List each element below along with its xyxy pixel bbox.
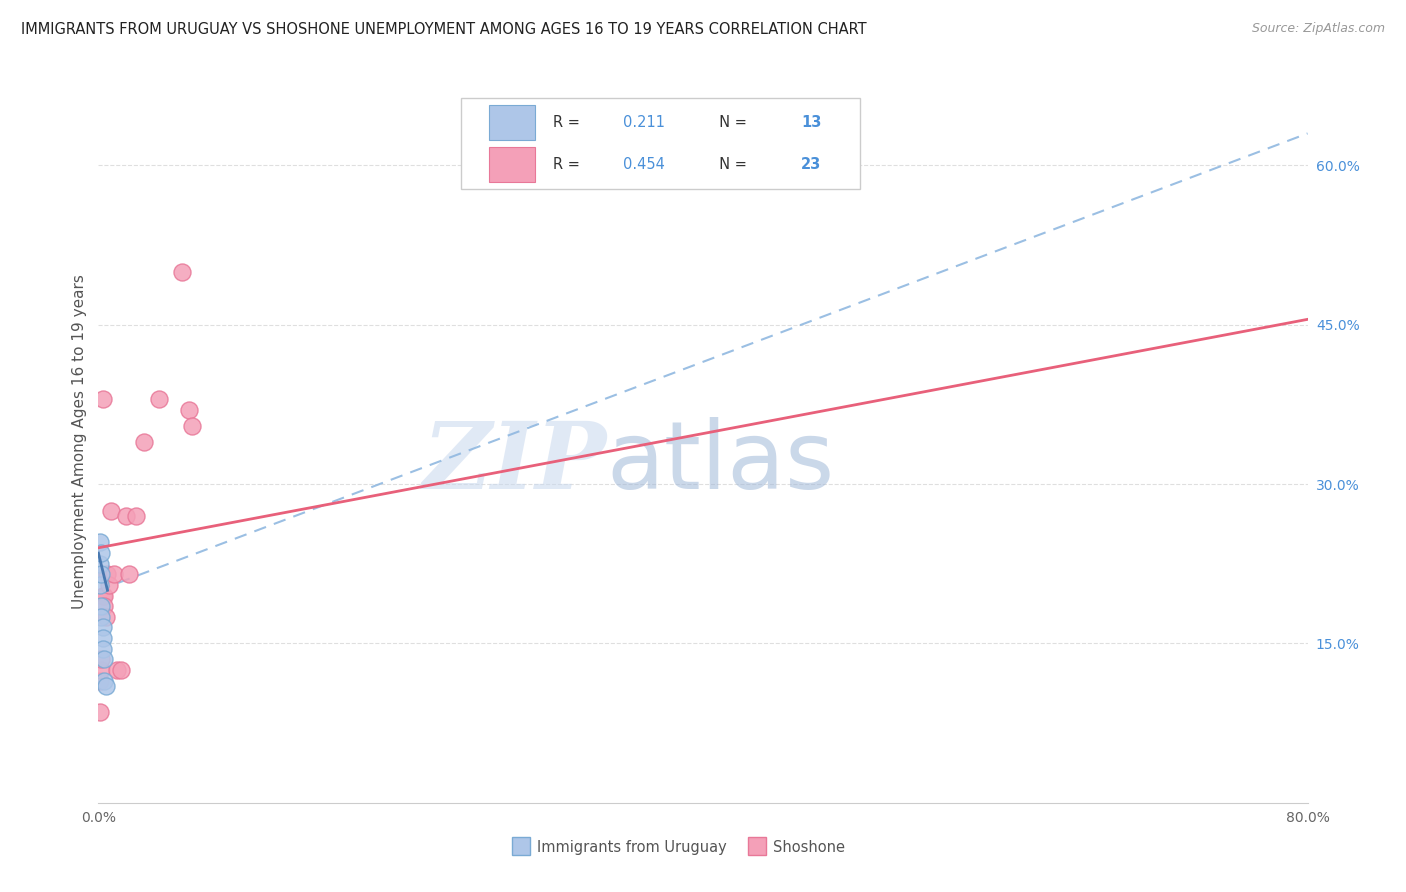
Text: IMMIGRANTS FROM URUGUAY VS SHOSHONE UNEMPLOYMENT AMONG AGES 16 TO 19 YEARS CORRE: IMMIGRANTS FROM URUGUAY VS SHOSHONE UNEM… xyxy=(21,22,866,37)
Text: R =: R = xyxy=(553,115,585,130)
Point xyxy=(89,673,111,688)
Point xyxy=(90,610,112,624)
Text: 0.211: 0.211 xyxy=(623,115,665,130)
Point xyxy=(89,578,111,592)
Text: N =: N = xyxy=(710,157,752,172)
Text: atlas: atlas xyxy=(606,417,835,509)
Point xyxy=(90,599,112,614)
Point xyxy=(89,706,111,720)
Point xyxy=(90,663,112,677)
Point xyxy=(100,503,122,517)
Point xyxy=(114,508,136,523)
Point xyxy=(93,589,115,603)
Text: Source: ZipAtlas.com: Source: ZipAtlas.com xyxy=(1251,22,1385,36)
Text: R =: R = xyxy=(553,157,585,172)
Point xyxy=(93,673,115,688)
Point xyxy=(170,264,193,278)
Point xyxy=(90,567,112,582)
Y-axis label: Unemployment Among Ages 16 to 19 years: Unemployment Among Ages 16 to 19 years xyxy=(72,274,87,609)
Point xyxy=(110,663,132,677)
Point xyxy=(118,567,141,582)
Point xyxy=(94,679,117,693)
Point xyxy=(91,641,114,656)
Point xyxy=(93,599,115,614)
Point xyxy=(105,663,128,677)
Point xyxy=(94,610,117,624)
Text: 0.454: 0.454 xyxy=(623,157,665,172)
Point xyxy=(91,620,114,634)
Text: 13: 13 xyxy=(801,115,821,130)
Point xyxy=(90,652,112,666)
Text: N =: N = xyxy=(710,115,752,130)
Point xyxy=(96,567,118,582)
Point xyxy=(103,567,125,582)
Point xyxy=(89,535,111,549)
Text: ZIP: ZIP xyxy=(422,418,606,508)
Legend: Immigrants from Uruguay, Shoshone: Immigrants from Uruguay, Shoshone xyxy=(506,833,851,861)
FancyBboxPatch shape xyxy=(489,105,534,140)
Point xyxy=(98,578,121,592)
Point xyxy=(90,546,112,560)
Point xyxy=(91,631,114,645)
Point xyxy=(125,508,148,523)
Point xyxy=(91,392,114,406)
Point xyxy=(91,589,114,603)
Point xyxy=(179,402,201,417)
Point xyxy=(181,418,204,433)
Point xyxy=(93,652,115,666)
Point xyxy=(148,392,170,406)
Point xyxy=(132,434,155,449)
FancyBboxPatch shape xyxy=(461,98,860,189)
Text: 23: 23 xyxy=(801,157,821,172)
FancyBboxPatch shape xyxy=(489,147,534,182)
Point xyxy=(89,557,111,571)
